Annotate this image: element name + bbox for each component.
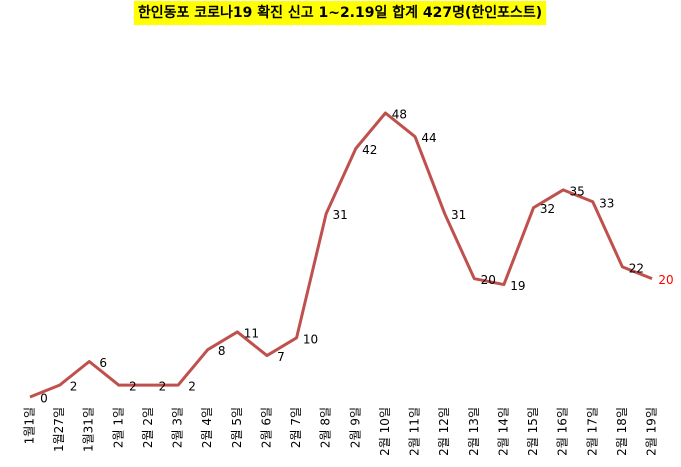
line	[29, 111, 653, 399]
x-tick-label: 2월 15일	[526, 407, 540, 456]
x-tick-label: 2월 11일	[408, 407, 422, 456]
x-tick-label: 1월31일	[82, 407, 96, 452]
data-label: 42	[362, 143, 377, 157]
x-tick-label: 1월27일	[52, 407, 66, 452]
x-tick-label: 1월1일	[23, 407, 37, 444]
data-label: 33	[599, 196, 614, 210]
chart-title: 한인동포 코로나19 확진 신고 1~2.19일 합계 427명(한인포스트)	[138, 4, 542, 21]
data-label: 11	[244, 326, 259, 340]
data-label: 2	[159, 380, 167, 394]
x-tick-label: 2월 5일	[230, 407, 244, 448]
x-tick-label: 2월 12일	[437, 407, 451, 456]
x-tick-label: 2월 19일	[645, 407, 659, 456]
data-label: 22	[629, 261, 644, 275]
x-tick-label: 2월 4일	[200, 407, 214, 448]
data-label: 48	[392, 108, 407, 122]
x-tick-label: 2월 6일	[259, 407, 273, 448]
x-tick-label: 2월 9일	[348, 407, 362, 448]
data-label: 6	[99, 356, 107, 370]
data-label: 19	[510, 279, 525, 293]
data-label: 2	[129, 380, 137, 394]
data-label: 20	[658, 273, 673, 287]
x-tick-label: 2월 2일	[141, 407, 155, 448]
x-tick-label: 2월 8일	[319, 407, 333, 448]
data-label: 10	[303, 332, 318, 346]
data-label: 44	[421, 131, 436, 145]
data-label: 2	[70, 380, 78, 394]
x-tick-label: 2월 10일	[378, 407, 392, 456]
data-label: 35	[570, 184, 585, 198]
data-label: 2	[188, 380, 196, 394]
data-label: 7	[277, 350, 285, 364]
data-label: 20	[481, 273, 496, 287]
x-tick-label: 2월 1일	[111, 407, 125, 448]
data-label: 32	[540, 202, 555, 216]
data-label: 8	[218, 344, 226, 358]
data-label: 31	[333, 208, 348, 222]
data-label: 31	[451, 208, 466, 222]
x-tick-label: 2월 14일	[496, 407, 510, 456]
x-tick-label: 2월 17일	[585, 407, 599, 456]
x-tick-label: 2월 7일	[289, 407, 303, 448]
x-tick-label: 2월 3일	[171, 407, 185, 448]
x-tick-label: 2월 16일	[556, 407, 570, 456]
x-tick-label: 2월 13일	[467, 407, 481, 456]
x-tick-label: 2월 18일	[615, 407, 629, 456]
title-background	[133, 1, 547, 25]
data-label: 0	[40, 392, 48, 406]
